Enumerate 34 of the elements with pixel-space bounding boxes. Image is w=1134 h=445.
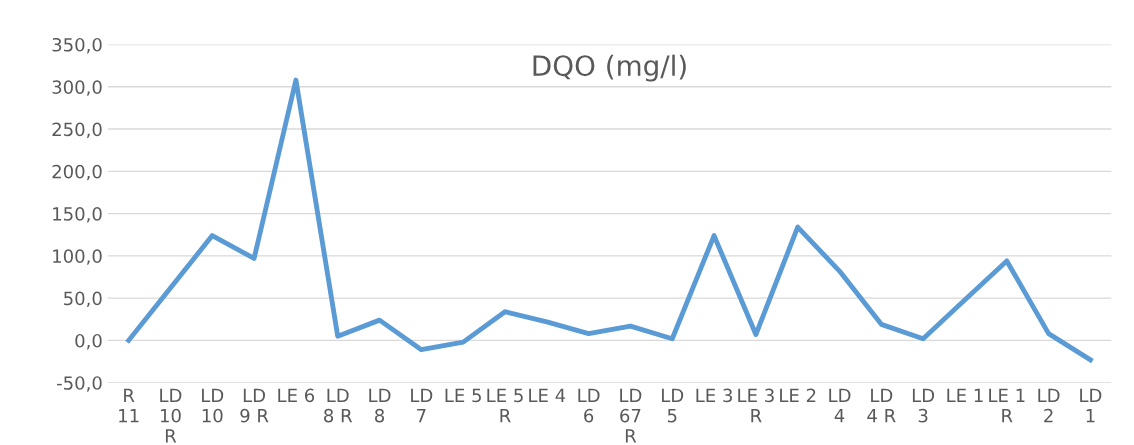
y-tick-label: -50,0 [57,376,102,392]
y-tick-label: 350,0 [52,37,102,54]
x-tick-label: LE 5 [445,388,481,403]
y-tick-label: 300,0 [52,80,102,96]
x-tick-label: LD 1 [1080,388,1102,423]
chart-title: DQO (mg/l) [533,54,686,82]
x-tick-label: LD 4 [829,388,851,423]
x-tick-label: LD 10 R [160,388,182,443]
x-tick-label: LD 6 [578,388,600,423]
x-tick-label: LE 1 R [989,388,1025,423]
x-tick-label: LD 5 [662,388,684,423]
x-tick-label: LE 5 R [487,388,523,423]
y-tick-label: 50,0 [64,291,102,308]
x-tick-label: LD 7 [411,388,433,423]
x-tick-label: LD 67 R [620,388,642,443]
x-tick-label: LD 2 [1038,388,1060,423]
x-tick-label: LE 3 R [738,388,774,423]
x-tick-label: LE 3 [696,388,732,403]
x-tick-label: LD 4 R [867,388,896,423]
x-tick-label: LD 9 R [240,388,269,423]
x-tick-label: LE 2 [780,388,816,402]
x-tick-label: LE 4 [529,388,566,402]
y-tick-label: 100,0 [53,249,102,265]
y-tick-label: 0,0 [75,333,102,350]
x-tick-label: LD 3 [912,388,935,423]
y-tick-label: 200,0 [52,164,102,181]
x-tick-label: LE 1 [947,388,983,402]
y-tick-label: 150,0 [53,207,102,223]
x-tick-label: LD 8 [369,388,391,423]
x-tick-label: LE 6 [278,388,315,403]
y-tick-label: 250,0 [52,122,102,139]
x-tick-label: R 11 [119,388,139,423]
x-tick-label: LD 10 [202,388,224,423]
x-tick-label: LD 8 R [324,388,353,423]
